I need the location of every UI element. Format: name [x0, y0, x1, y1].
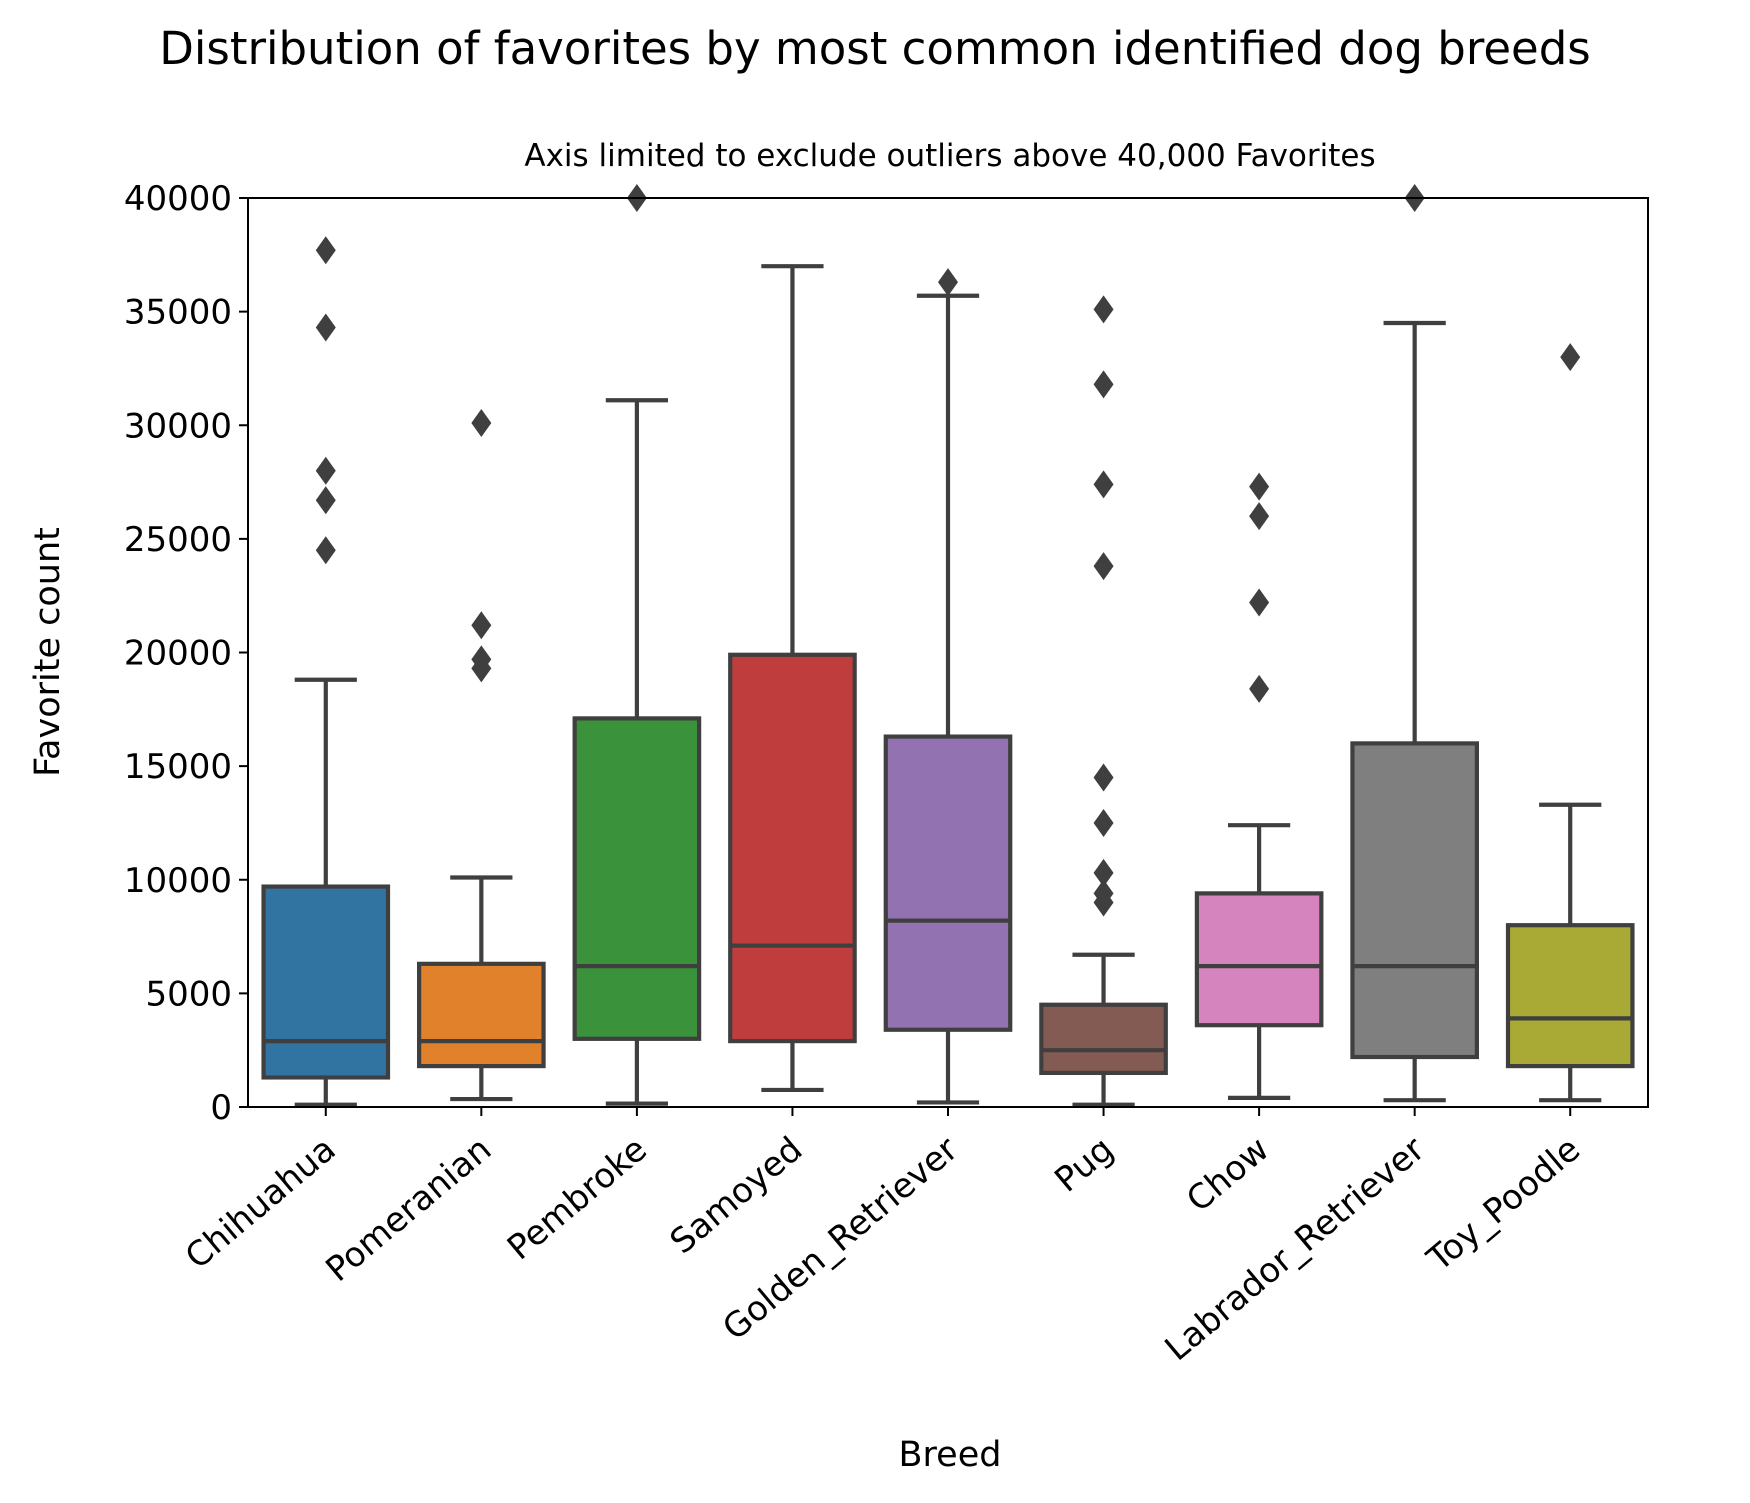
x-tick-label: Pembroke — [500, 1129, 655, 1268]
y-tick-label: 30000 — [124, 406, 232, 446]
box-group — [883, 268, 1013, 1105]
box-iqr — [728, 652, 857, 1044]
x-tick-label: Labrador_Retriever — [1158, 1129, 1433, 1369]
box-iqr — [417, 961, 546, 1069]
x-tick-label: Samoyed — [663, 1129, 810, 1262]
outlier-point — [1093, 879, 1114, 908]
box-iqr — [883, 734, 1013, 1032]
outlier-point — [471, 645, 492, 674]
chart-title: Distribution of favorites by most common… — [159, 22, 1591, 75]
box-iqr — [1194, 891, 1324, 1028]
x-tick-label: Toy_Poodle — [1419, 1129, 1588, 1280]
outlier-point — [315, 236, 336, 265]
outlier-point — [315, 313, 336, 342]
outlier-point — [1093, 858, 1114, 887]
outlier-point — [315, 456, 336, 485]
box-iqr — [1505, 923, 1635, 1069]
box-group — [1194, 472, 1324, 1101]
outlier-point — [1249, 502, 1270, 531]
y-tick-label: 15000 — [124, 747, 232, 787]
outlier-point — [471, 408, 492, 437]
box-group — [1350, 184, 1479, 1103]
y-tick-label: 40000 — [124, 179, 232, 219]
outlier-point — [938, 268, 958, 297]
box-group — [572, 184, 702, 1106]
box-iqr — [261, 884, 391, 1080]
x-tick-label: Pomeranian — [318, 1129, 499, 1290]
y-tick-label: 5000 — [145, 974, 232, 1014]
outlier-point — [1093, 370, 1114, 399]
outlier-point — [1093, 808, 1114, 837]
x-tick-label: Chow — [1179, 1129, 1277, 1220]
y-tick-label: 0 — [210, 1088, 232, 1128]
outlier-point — [1093, 295, 1114, 324]
box-iqr — [1039, 1002, 1168, 1076]
y-tick-label: 10000 — [124, 861, 232, 901]
outlier-point — [1249, 588, 1270, 617]
box-group — [1505, 343, 1635, 1103]
box-group — [417, 408, 546, 1102]
outlier-point — [315, 536, 336, 565]
outlier-point — [1093, 552, 1114, 581]
box-group — [1039, 295, 1168, 1107]
box-iqr — [1350, 741, 1479, 1060]
box-group — [261, 236, 391, 1107]
outlier-point — [471, 611, 492, 640]
boxes-layer — [261, 184, 1635, 1107]
outlier-point — [1249, 674, 1270, 703]
outlier-point — [1093, 470, 1114, 499]
x-tick-label: Pug — [1047, 1129, 1121, 1200]
chart-subtitle: Axis limited to exclude outliers above 4… — [524, 138, 1376, 174]
x-axis-label: Breed — [898, 1435, 1002, 1475]
box-iqr — [572, 716, 702, 1041]
y-tick-label: 20000 — [124, 634, 232, 674]
outlier-point — [1560, 343, 1581, 372]
box-group — [728, 264, 857, 1093]
outlier-point — [1249, 472, 1270, 501]
y-tick-label: 35000 — [124, 293, 232, 333]
outlier-point — [315, 486, 336, 515]
y-tick-label: 25000 — [124, 520, 232, 560]
x-tick-label: Chihuahua — [178, 1129, 344, 1277]
outlier-point — [1093, 763, 1114, 792]
